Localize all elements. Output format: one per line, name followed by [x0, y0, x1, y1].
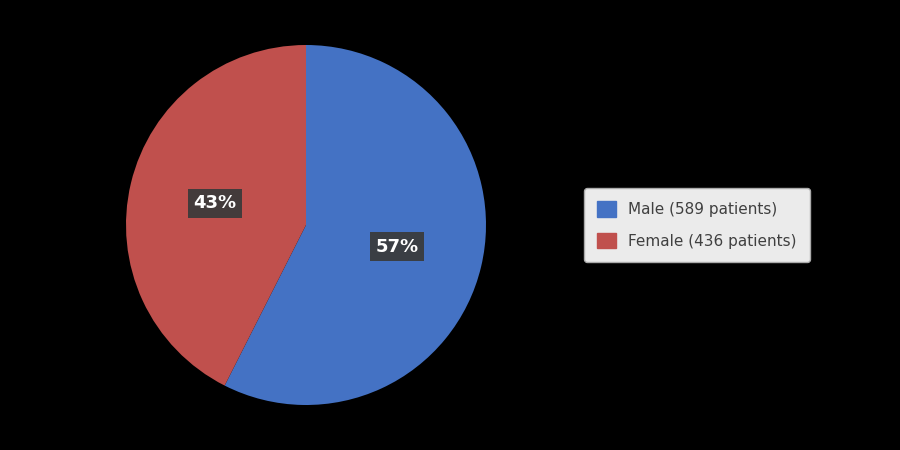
Wedge shape: [126, 45, 306, 386]
Wedge shape: [225, 45, 486, 405]
Legend: Male (589 patients), Female (436 patients): Male (589 patients), Female (436 patient…: [583, 188, 810, 262]
Text: 57%: 57%: [375, 238, 419, 256]
Text: 43%: 43%: [194, 194, 237, 212]
